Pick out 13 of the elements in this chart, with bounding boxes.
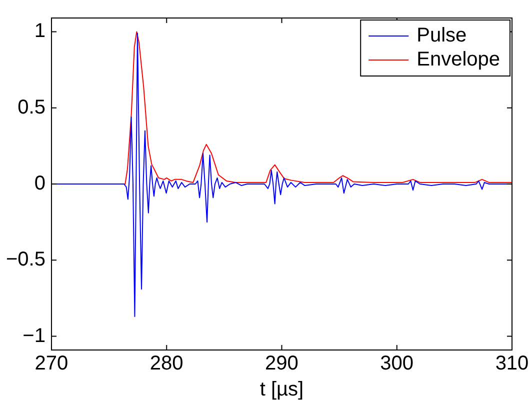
x-tick-label: 280 bbox=[150, 352, 184, 375]
legend-label: Pulse bbox=[416, 24, 467, 47]
x-tick-label: 300 bbox=[380, 352, 414, 375]
x-tick-label: 270 bbox=[34, 352, 68, 375]
y-tick-label: −1 bbox=[22, 324, 46, 347]
y-tick-label: 0 bbox=[34, 172, 46, 195]
y-tick-label: −0.5 bbox=[6, 248, 46, 271]
legend-label: Envelope bbox=[416, 48, 500, 71]
x-tick-label: 310 bbox=[495, 352, 529, 375]
x-tick-label: 290 bbox=[265, 352, 298, 375]
y-tick-label: 1 bbox=[34, 20, 46, 42]
y-tick-label: 0.5 bbox=[18, 96, 46, 118]
x-axis-title: t [µs] bbox=[260, 378, 304, 401]
